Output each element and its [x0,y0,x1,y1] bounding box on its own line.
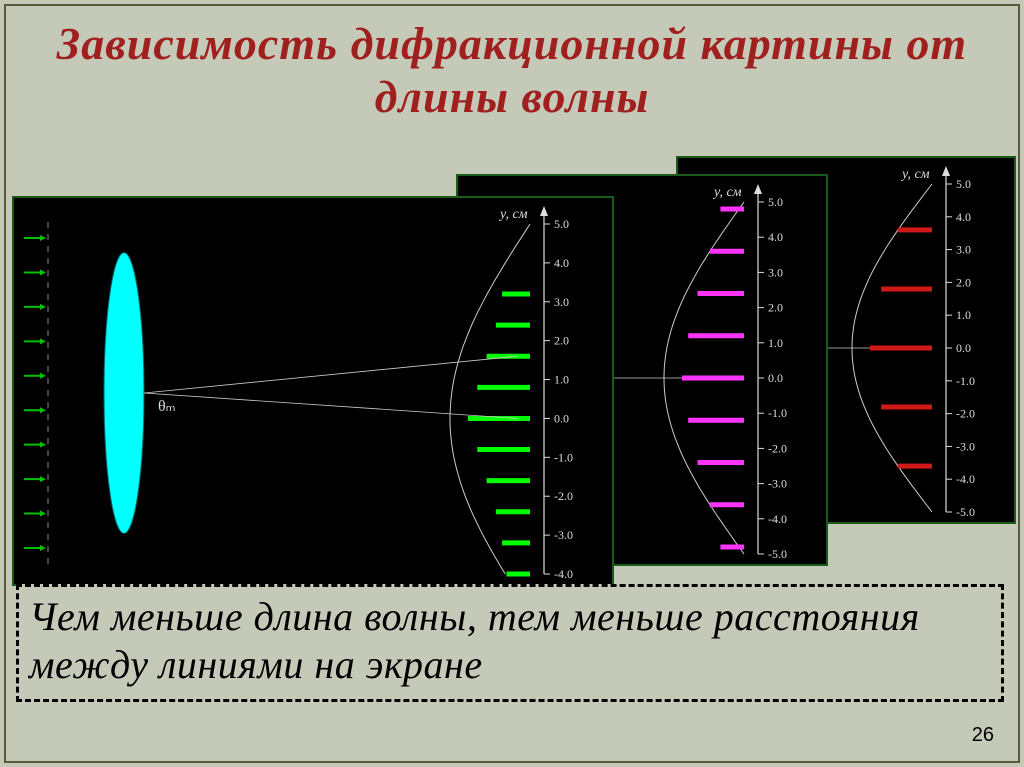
svg-text:θₘ: θₘ [158,398,176,415]
svg-text:2.0: 2.0 [768,301,783,315]
svg-text:4.0: 4.0 [956,210,971,224]
slide-title: Зависимость дифракционной картины от дли… [6,6,1018,132]
svg-text:5.0: 5.0 [768,195,783,209]
svg-text:-2.0: -2.0 [956,407,975,421]
svg-text:-4.0: -4.0 [956,472,975,486]
svg-text:-4.0: -4.0 [554,567,573,581]
svg-text:3.0: 3.0 [554,295,569,309]
svg-text:3.0: 3.0 [956,243,971,257]
svg-text:-3.0: -3.0 [554,528,573,542]
panels-area: y, см 5.0 4.0 3.0 2.0 1.0 0.0 -1.0 -2.0 -3.0 -4.0 -… [12,156,1006,586]
svg-text:5.0: 5.0 [554,217,569,231]
svg-text:-1.0: -1.0 [956,374,975,388]
slide-frame: Зависимость дифракционной картины от дли… [4,4,1020,763]
svg-text:0.0: 0.0 [768,371,783,385]
svg-text:-5.0: -5.0 [768,547,787,561]
svg-text:y, см: y, см [712,185,742,200]
svg-text:-1.0: -1.0 [768,406,787,420]
svg-text:1.0: 1.0 [956,308,971,322]
svg-text:y, см: y, см [498,207,528,222]
svg-text:-5.0: -5.0 [956,505,975,519]
svg-text:5.0: 5.0 [956,177,971,191]
svg-text:4.0: 4.0 [768,230,783,244]
svg-text:-1.0: -1.0 [554,450,573,464]
svg-text:4.0: 4.0 [554,256,569,270]
page-number: 26 [972,724,994,747]
svg-text:-2.0: -2.0 [768,441,787,455]
diffraction-panel-1: y, см 5.0 4.0 3.0 2.0 1.0 0.0 -1.0 -2.0 -3.0 -4.0 θ… [12,196,614,586]
caption-text: Чем меньше длина волны, тем меньше расст… [29,593,991,689]
svg-text:-3.0: -3.0 [768,477,787,491]
svg-text:1.0: 1.0 [768,336,783,350]
svg-text:1.0: 1.0 [554,373,569,387]
svg-text:0.0: 0.0 [956,341,971,355]
svg-text:-4.0: -4.0 [768,512,787,526]
chart-svg-1: y, см 5.0 4.0 3.0 2.0 1.0 0.0 -1.0 -2.0 -3.0 -4.0 θ… [14,198,616,588]
svg-text:y, см: y, см [900,167,930,182]
svg-text:3.0: 3.0 [768,265,783,279]
svg-text:2.0: 2.0 [956,275,971,289]
svg-text:0.0: 0.0 [554,411,569,425]
svg-text:2.0: 2.0 [554,334,569,348]
svg-text:-3.0: -3.0 [956,439,975,453]
caption-box: Чем меньше длина волны, тем меньше расст… [16,584,1004,702]
svg-text:-2.0: -2.0 [554,489,573,503]
